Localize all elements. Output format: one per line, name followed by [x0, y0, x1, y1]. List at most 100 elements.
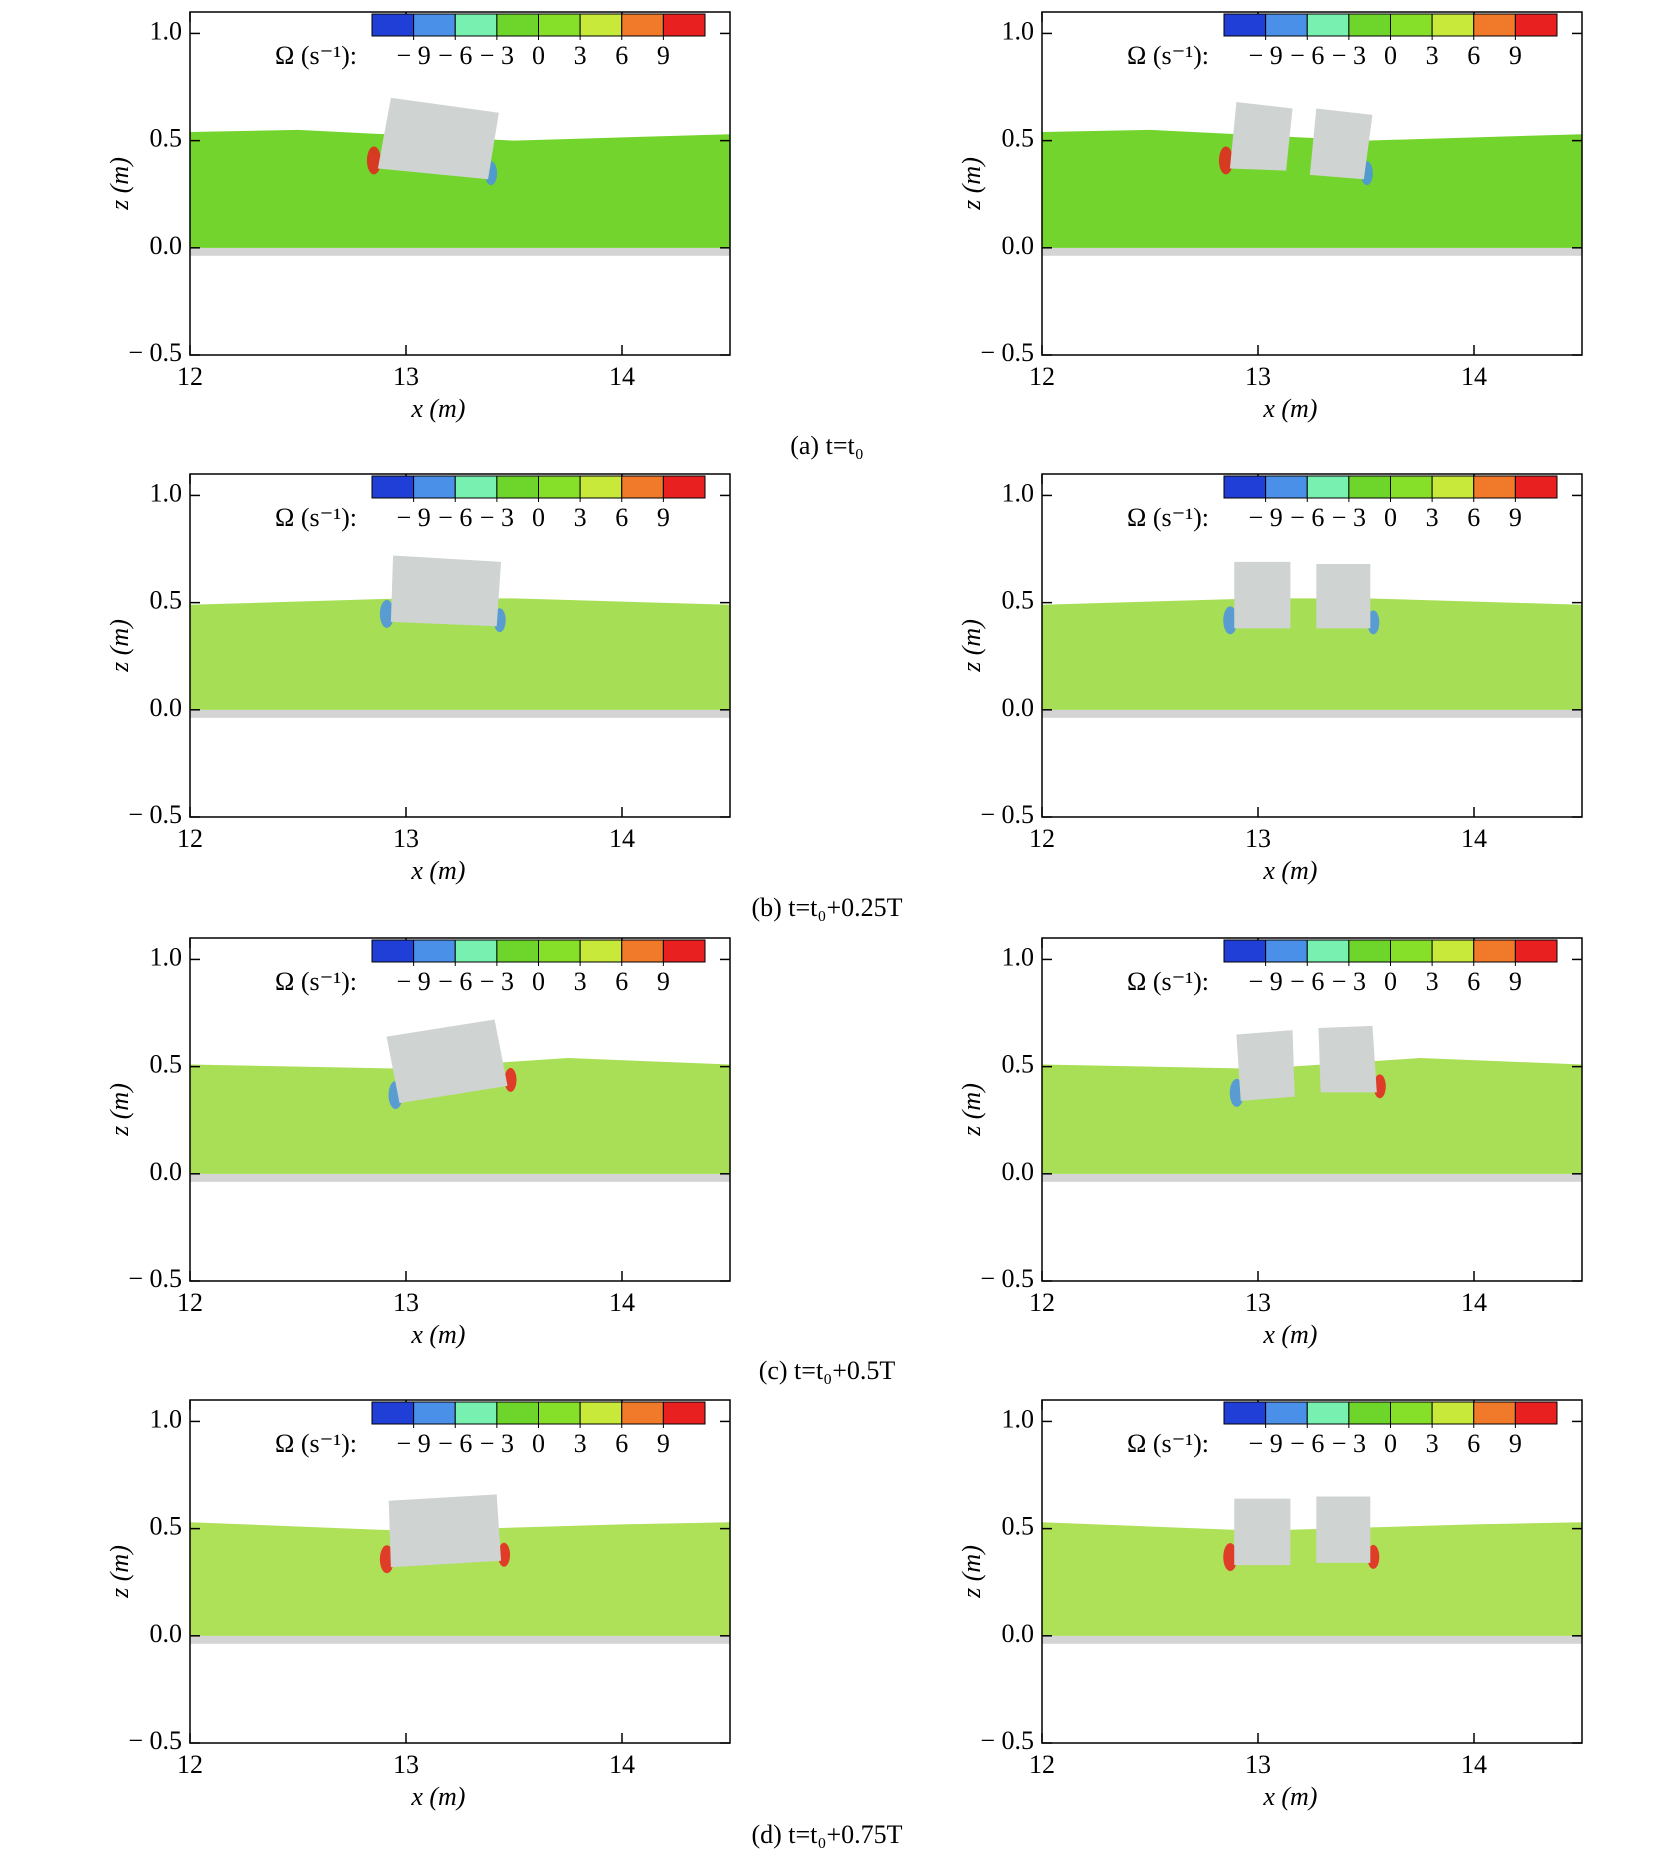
x-tick-label: 14 [1461, 362, 1487, 391]
x-tick-label: 13 [1245, 1288, 1271, 1317]
colorbar-segment [454, 475, 498, 499]
x-axis-label: x (m) [410, 394, 465, 423]
colorbar-segment [1348, 939, 1391, 963]
colorbar-segment [1473, 475, 1516, 499]
colorbar-tick-label: 0 [532, 1429, 545, 1458]
x-tick-label: 12 [177, 824, 203, 853]
colorbar-segment [413, 939, 456, 963]
vortex [379, 599, 394, 628]
colorbar-tick-label: 9 [657, 503, 670, 532]
body [1309, 108, 1373, 180]
colorbar-tick-label: − 6 [438, 503, 472, 532]
x-tick-label: 13 [1245, 824, 1271, 853]
colorbar-segment [1431, 13, 1475, 37]
snapshot [190, 555, 730, 718]
colorbar-tick-label: − 3 [1332, 1429, 1366, 1458]
colorbar-tick-label: 3 [1426, 503, 1439, 532]
body [1234, 1498, 1291, 1566]
colorbar-tick-label: 3 [574, 1429, 587, 1458]
snapshot [1042, 1496, 1582, 1644]
colorbar-segment [579, 1401, 623, 1425]
colorbar-segment [1223, 1401, 1267, 1425]
colorbar-tick-label: − 9 [1249, 967, 1283, 996]
y-tick-label: 1.0 [150, 16, 183, 45]
y-tick-label: 0.0 [1002, 1619, 1035, 1648]
y-tick-label: 0.5 [1002, 1512, 1035, 1541]
colorbar-tick-label: − 3 [480, 1429, 514, 1458]
colorbar-segment [1390, 475, 1433, 499]
colorbar-segment [1514, 475, 1558, 499]
water [190, 598, 730, 710]
axes-frame [1041, 1399, 1583, 1744]
colorbar-segment [1306, 13, 1350, 37]
body [1318, 1025, 1377, 1093]
colorbar-tick-label: − 9 [397, 41, 431, 70]
vortex [1223, 606, 1238, 635]
y-tick-label: 0.0 [1002, 693, 1035, 722]
x-tick-label: 14 [1461, 1750, 1487, 1779]
y-tick-label: 1.0 [150, 942, 183, 971]
colorbar-tick-label: 6 [615, 967, 628, 996]
body [388, 1494, 502, 1568]
panel: 12 13 14 − 0.5 0.0 0.5 1.0 x (m) z (m) − 9− 6 − 3 0… [105, 11, 731, 423]
y-tick-label: 1.0 [1002, 1404, 1035, 1433]
colorbar-tick-label: − 3 [1332, 967, 1366, 996]
colorbar-tick-label: − 9 [397, 1429, 431, 1458]
body [1316, 564, 1371, 629]
colorbar-segment [538, 939, 581, 963]
body [1236, 1030, 1295, 1101]
colorbar-segment [413, 13, 456, 37]
panel: 12 13 14 − 0.5 0.0 0.5 1.0 x (m) z (m) − 9− 6 − 3 0… [105, 937, 731, 1349]
colorbar-segment [1390, 939, 1433, 963]
colorbar-segment [579, 475, 623, 499]
colorbar-segment [1265, 475, 1308, 499]
axes-frame [1041, 937, 1583, 1282]
y-axis-label: z (m) [957, 157, 986, 211]
colorbar-segment [1265, 1401, 1308, 1425]
axes-frame [1041, 473, 1583, 818]
colorbar-segment [371, 939, 415, 963]
y-tick-label: 0.0 [150, 1619, 183, 1648]
y-axis-label: z (m) [957, 1545, 986, 1599]
vortex [366, 146, 381, 175]
y-tick-label: − 0.5 [980, 800, 1034, 829]
body [1229, 102, 1293, 171]
colorbar-segment [1431, 475, 1475, 499]
floor [190, 247, 730, 256]
y-tick-label: 1.0 [1002, 16, 1035, 45]
y-axis-label: z (m) [957, 619, 986, 673]
colorbar-segment [1348, 13, 1391, 37]
colorbar-segment [496, 475, 539, 499]
colorbar-tick-label: − 9 [1249, 503, 1283, 532]
colorbar-segment [1473, 939, 1516, 963]
colorbar-segment [1390, 13, 1433, 37]
y-tick-label: 0.5 [150, 1512, 183, 1541]
x-axis-label: x (m) [1262, 856, 1317, 885]
colorbar-segment [579, 13, 623, 37]
colorbar-tick-label: 9 [1509, 503, 1522, 532]
colorbar-tick-label: 0 [1384, 1429, 1397, 1458]
colorbar-tick-label: 0 [1384, 41, 1397, 70]
colorbar-segment [662, 13, 706, 37]
colorbar-tick-label: − 6 [438, 1429, 472, 1458]
y-tick-label: − 0.5 [980, 1264, 1034, 1293]
x-tick-label: 12 [1029, 824, 1055, 853]
floor [190, 709, 730, 718]
x-tick-label: 13 [393, 1288, 419, 1317]
body [390, 555, 502, 627]
snapshot [1042, 1025, 1582, 1182]
colorbar-segment [1306, 939, 1350, 963]
axes-frame [189, 937, 731, 1282]
x-axis-label: x (m) [1262, 1782, 1317, 1811]
x-tick-label: 12 [1029, 1750, 1055, 1779]
colorbar-segment [621, 939, 664, 963]
colorbar-segment [579, 939, 623, 963]
floor [1042, 709, 1582, 718]
y-tick-label: − 0.5 [128, 800, 182, 829]
colorbar-tick-label: − 6 [1290, 41, 1324, 70]
colorbar-segment [1431, 1401, 1475, 1425]
colorbar-segment [621, 1401, 664, 1425]
axes-frame [189, 11, 731, 356]
x-axis-label: x (m) [1262, 394, 1317, 423]
